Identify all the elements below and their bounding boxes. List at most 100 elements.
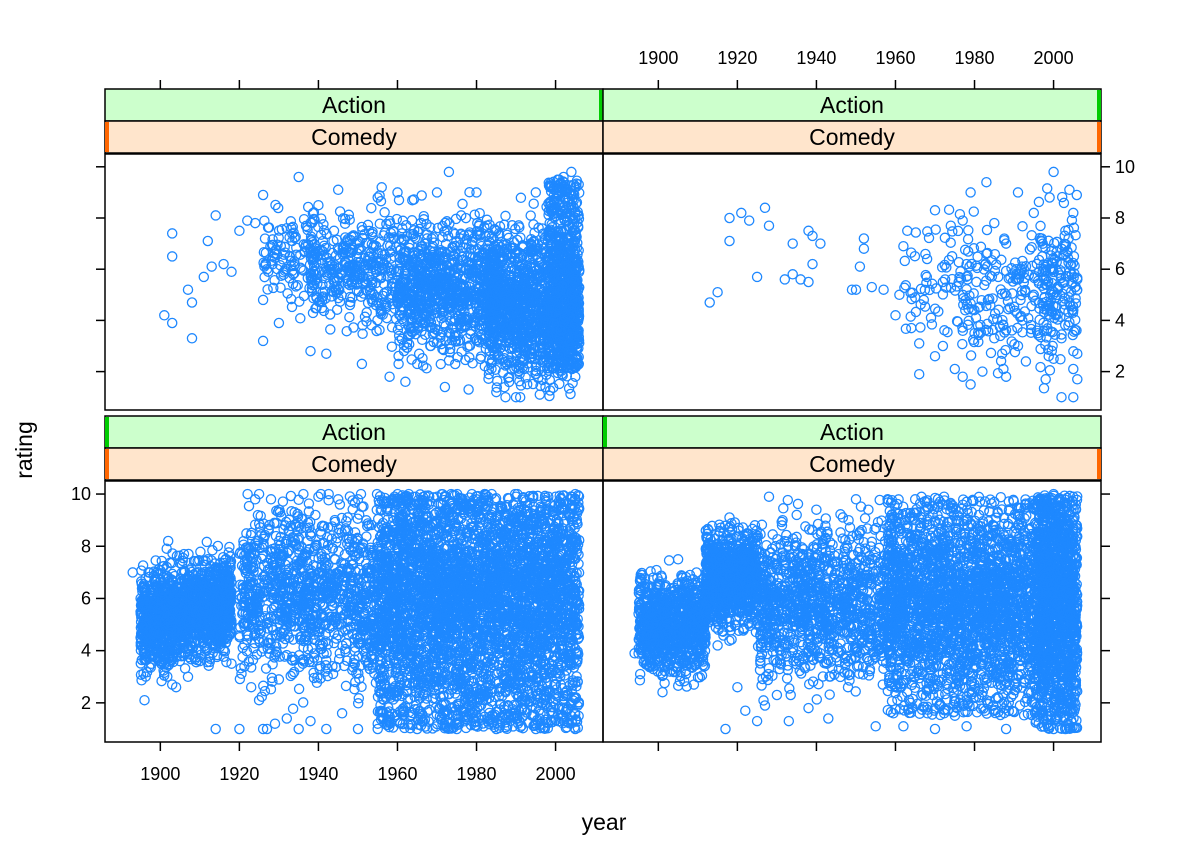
data-point — [212, 540, 224, 552]
data-point — [139, 654, 150, 665]
data-point — [209, 582, 221, 594]
data-point — [154, 576, 166, 588]
data-point — [141, 601, 153, 612]
data-point — [148, 628, 159, 640]
data-point — [167, 583, 179, 595]
data-point — [178, 635, 189, 646]
data-point — [190, 606, 202, 617]
data-point — [148, 570, 160, 581]
data-point — [150, 626, 162, 638]
data-point — [200, 607, 212, 619]
data-point — [186, 618, 197, 630]
data-point — [348, 657, 359, 669]
data-point — [236, 668, 247, 680]
data-point — [172, 625, 183, 636]
data-point — [187, 642, 199, 653]
data-point — [136, 620, 148, 632]
data-point — [198, 626, 210, 638]
data-point — [199, 646, 211, 657]
data-point — [207, 639, 219, 651]
data-point — [201, 600, 212, 612]
data-point — [303, 506, 315, 517]
data-point — [174, 615, 186, 627]
data-point — [195, 546, 206, 558]
data-point — [170, 617, 181, 629]
data-point — [182, 628, 194, 639]
data-point — [137, 560, 149, 571]
data-point — [209, 574, 220, 586]
data-point — [136, 675, 147, 686]
data-point — [218, 651, 229, 663]
data-point — [135, 669, 147, 680]
data-point — [218, 598, 230, 610]
data-point — [187, 569, 199, 581]
data-point — [158, 637, 169, 649]
data-point — [194, 627, 205, 639]
data-point — [340, 680, 352, 692]
data-point — [195, 644, 206, 656]
data-point — [190, 567, 202, 579]
data-point — [221, 656, 232, 668]
data-point — [201, 536, 213, 548]
data-point — [169, 586, 181, 598]
data-point — [194, 584, 206, 595]
points-layer — [127, 166, 1083, 735]
data-point — [220, 623, 231, 634]
data-point — [204, 656, 215, 668]
data-point — [137, 622, 149, 633]
data-point — [155, 614, 166, 625]
data-point — [156, 586, 168, 598]
data-point — [201, 587, 212, 598]
data-point — [136, 595, 147, 606]
data-point — [150, 555, 161, 566]
data-point — [285, 490, 297, 502]
data-point — [213, 637, 224, 648]
data-point — [177, 603, 188, 615]
data-point — [234, 673, 246, 685]
data-point — [171, 550, 183, 562]
data-point — [220, 600, 232, 611]
data-point — [163, 631, 174, 642]
data-point — [171, 597, 182, 608]
data-point — [166, 557, 178, 569]
data-point — [210, 625, 222, 636]
data-point — [260, 663, 272, 674]
data-point — [140, 619, 152, 631]
data-point — [215, 583, 227, 594]
data-point — [183, 548, 194, 560]
data-point — [293, 683, 305, 695]
data-point — [334, 499, 346, 510]
data-point — [298, 488, 309, 500]
data-point — [151, 616, 163, 628]
data-point — [187, 589, 198, 601]
data-point — [193, 606, 205, 617]
data-point — [196, 633, 208, 644]
data-point — [297, 697, 309, 708]
data-point — [175, 650, 187, 662]
data-point — [158, 670, 170, 681]
data-point — [223, 615, 234, 626]
data-point — [176, 558, 188, 570]
data-point — [209, 620, 221, 632]
data-point — [211, 651, 223, 663]
data-point — [167, 641, 178, 652]
data-point — [206, 638, 218, 649]
data-point — [148, 640, 160, 651]
data-point — [169, 644, 181, 655]
data-point — [239, 639, 250, 651]
data-point — [219, 615, 230, 626]
data-point — [143, 661, 155, 673]
data-point — [158, 665, 169, 676]
data-point — [183, 651, 195, 663]
data-point — [153, 602, 164, 614]
data-point — [212, 606, 224, 617]
data-point — [219, 604, 231, 616]
data-point — [156, 639, 168, 650]
data-point — [176, 574, 188, 586]
data-point — [287, 703, 299, 715]
data-point — [202, 593, 213, 605]
data-point — [206, 567, 217, 578]
data-point — [159, 616, 171, 627]
